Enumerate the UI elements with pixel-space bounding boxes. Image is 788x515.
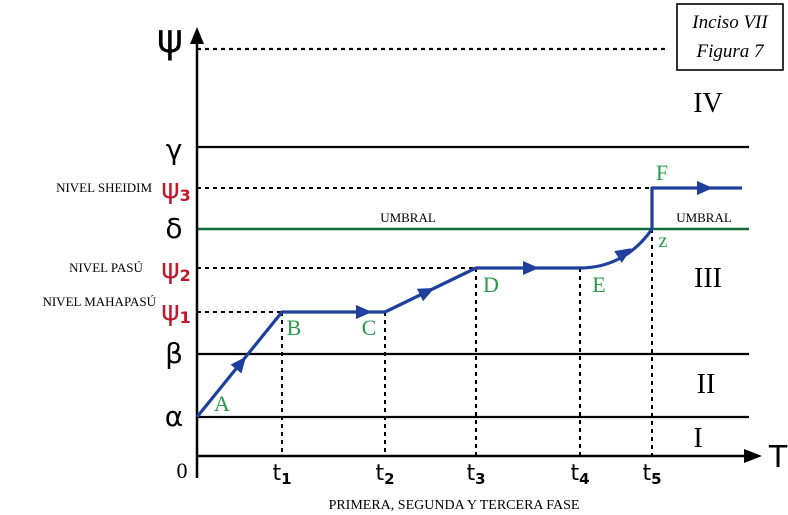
trajectory-arrow-3 — [416, 287, 435, 302]
point-D: D — [483, 272, 499, 297]
trajectory-arrow-2 — [356, 305, 372, 319]
threshold-label-center: UMBRAL — [380, 210, 436, 225]
trajectory-arrow-1 — [230, 356, 247, 374]
figure-box-line2: Figura 7 — [695, 41, 765, 62]
level-name-sheidim: NIVEL SHEIDIM — [56, 180, 152, 195]
tick-t4: t4 — [570, 461, 589, 488]
beta-label: β — [165, 337, 183, 370]
point-A: A — [214, 391, 230, 416]
region-I: I — [693, 423, 702, 454]
gamma-label: γ — [166, 133, 183, 166]
trajectory-arrow-4 — [523, 261, 539, 275]
tick-t2: t2 — [375, 461, 394, 488]
threshold-label-right: UMBRAL — [676, 210, 732, 225]
region-II: II — [697, 369, 716, 400]
caption: PRIMERA, SEGUNDA Y TERCERA FASE — [329, 498, 580, 513]
alpha-label: α — [165, 400, 183, 433]
y-axis-arrowhead — [190, 27, 204, 44]
x-axis-symbol: T — [768, 440, 788, 475]
point-C: C — [362, 315, 377, 340]
tick-t3: t3 — [466, 461, 485, 488]
delta-label: δ — [165, 212, 182, 245]
level-name-pasu: NIVEL PASÚ — [69, 260, 143, 275]
figure-box-line1: Inciso VII — [691, 12, 769, 33]
region-IV: IV — [693, 88, 723, 119]
psi3-label: ψ3 — [161, 172, 191, 205]
psi1-label: ψ1 — [161, 294, 191, 327]
trajectory-path — [195, 186, 742, 419]
tick-t5: t5 — [642, 461, 661, 488]
x-axis-arrowhead — [744, 449, 762, 463]
psi2-label: ψ2 — [161, 252, 191, 285]
trajectory-arrow-5 — [614, 248, 632, 263]
point-E: E — [592, 272, 605, 297]
point-B: B — [287, 315, 302, 340]
y-axis-symbol: ψ — [157, 16, 183, 62]
origin-label: 0 — [177, 458, 188, 483]
point-F: F — [656, 160, 668, 185]
tick-t1: t1 — [272, 461, 291, 488]
region-III: III — [694, 263, 722, 294]
point-z: z — [659, 230, 668, 252]
trajectory-arrow-6 — [697, 181, 713, 195]
figure-box — [676, 3, 784, 71]
level-name-mahapasu: NIVEL MAHAPASÚ — [42, 294, 156, 309]
